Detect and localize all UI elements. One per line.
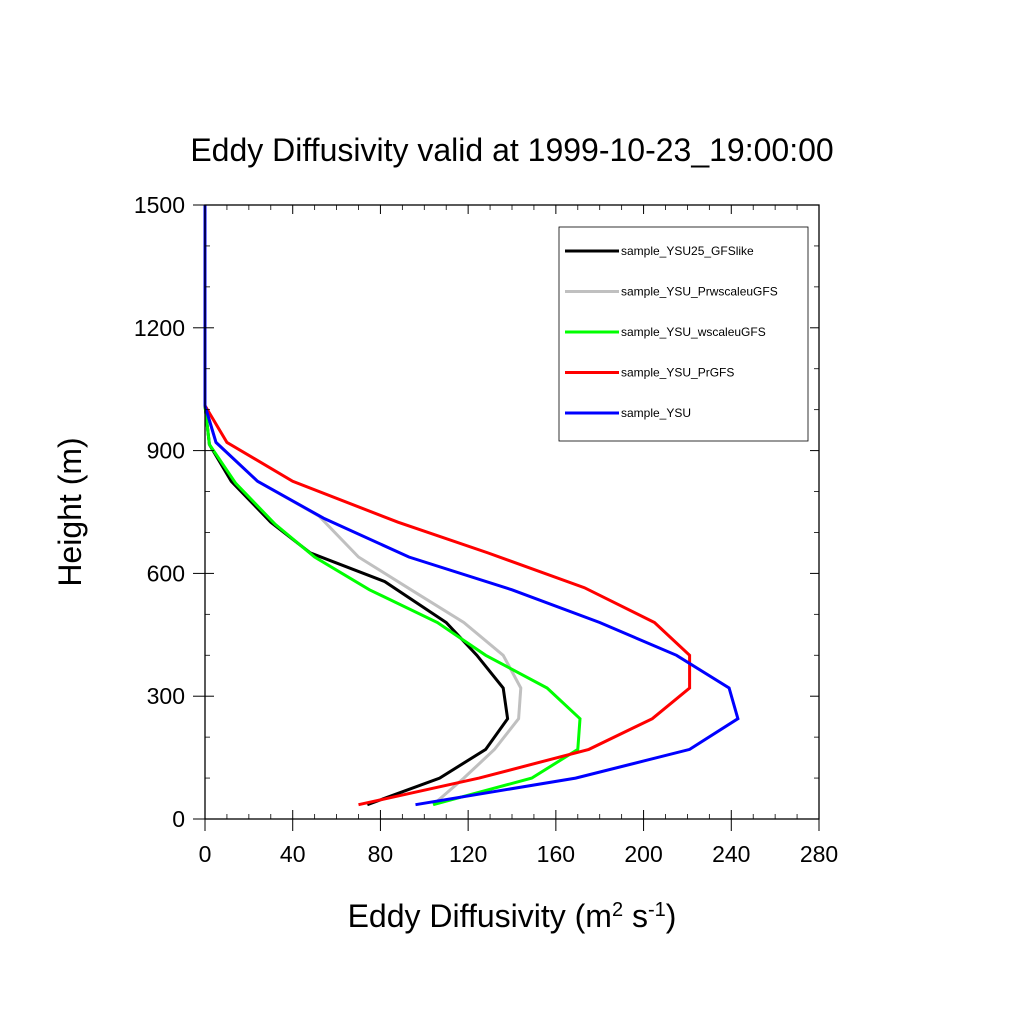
x-unit-s: s xyxy=(623,898,648,934)
y-tick-label: 1500 xyxy=(134,192,185,218)
legend-label-1: sample_YSU25_GFSlike xyxy=(621,244,754,258)
y-tick-label: 300 xyxy=(147,683,185,709)
y-tick-label: 0 xyxy=(172,806,185,832)
x-tick-label: 160 xyxy=(537,841,575,867)
x-tick-label: 80 xyxy=(368,841,394,867)
x-unit-sup-minus1: -1 xyxy=(648,899,666,921)
y-tick-label: 1200 xyxy=(134,315,185,341)
x-tick-label: 280 xyxy=(800,841,838,867)
legend-box xyxy=(558,226,809,442)
y-tick-label: 600 xyxy=(147,560,185,586)
legend-label-2: sample_YSU_PrwscaleuGFS xyxy=(621,285,778,299)
series-line-5 xyxy=(203,205,740,807)
series-line-3 xyxy=(203,205,582,807)
x-axis-title: Eddy Diffusivity (m2 s-1) xyxy=(348,898,677,934)
ticks-layer: 0 40 80 120 160 200 240 280 0 300 600 900 1200 1500 xyxy=(134,192,838,867)
y-axis-title: Height (m) xyxy=(52,437,88,586)
series-layer xyxy=(203,205,740,807)
x-unit-m: m xyxy=(585,898,612,934)
series-line-4 xyxy=(203,205,692,807)
x-tick-label: 0 xyxy=(199,841,212,867)
legend-label-3: sample_YSU_wscaleuGFS xyxy=(621,325,766,339)
chart-title: Eddy Diffusivity valid at 1999-10-23_19:… xyxy=(190,132,833,168)
x-tick-label: 120 xyxy=(449,841,487,867)
x-unit-sup-2: 2 xyxy=(612,899,623,921)
legend-label-5: sample_YSU xyxy=(621,406,691,420)
x-tick-label: 240 xyxy=(712,841,750,867)
x-tick-label: 200 xyxy=(624,841,662,867)
y-tick-label: 900 xyxy=(147,438,185,464)
legend: sample_YSU25_GFSlike sample_YSU_Prwscaleu… xyxy=(558,226,809,442)
legend-label-4: sample_YSU_PrGFS xyxy=(621,366,734,380)
x-axis-title-text: Eddy Diffusivity xyxy=(348,898,566,934)
x-tick-label: 40 xyxy=(280,841,306,867)
